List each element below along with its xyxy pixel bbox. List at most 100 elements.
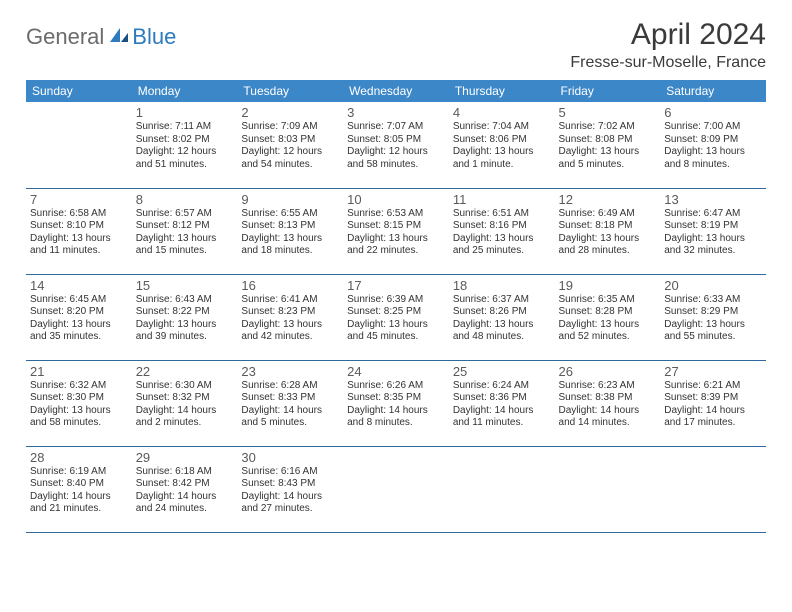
cell-sunrise: Sunrise: 6:47 AM bbox=[664, 208, 762, 221]
calendar-cell: 28Sunrise: 6:19 AMSunset: 8:40 PMDayligh… bbox=[26, 446, 132, 532]
cell-day1: Daylight: 13 hours bbox=[30, 319, 128, 332]
cell-sunrise: Sunrise: 6:28 AM bbox=[241, 380, 339, 393]
cell-sunset: Sunset: 8:43 PM bbox=[241, 478, 339, 491]
calendar-cell: 25Sunrise: 6:24 AMSunset: 8:36 PMDayligh… bbox=[449, 360, 555, 446]
cell-day2: and 32 minutes. bbox=[664, 245, 762, 258]
brand-word1: General bbox=[26, 24, 104, 50]
calendar-row: 21Sunrise: 6:32 AMSunset: 8:30 PMDayligh… bbox=[26, 360, 766, 446]
cell-day1: Daylight: 13 hours bbox=[30, 233, 128, 246]
page-title: April 2024 bbox=[570, 18, 766, 52]
calendar-cell: 20Sunrise: 6:33 AMSunset: 8:29 PMDayligh… bbox=[660, 274, 766, 360]
cell-sunrise: Sunrise: 6:55 AM bbox=[241, 208, 339, 221]
cell-day2: and 54 minutes. bbox=[241, 159, 339, 172]
cell-sunrise: Sunrise: 6:53 AM bbox=[347, 208, 445, 221]
calendar-cell: 7Sunrise: 6:58 AMSunset: 8:10 PMDaylight… bbox=[26, 188, 132, 274]
cell-day2: and 5 minutes. bbox=[559, 159, 657, 172]
cell-day2: and 51 minutes. bbox=[136, 159, 234, 172]
cell-sunset: Sunset: 8:25 PM bbox=[347, 306, 445, 319]
cell-day1: Daylight: 13 hours bbox=[347, 319, 445, 332]
cell-sunrise: Sunrise: 6:24 AM bbox=[453, 380, 551, 393]
brand-word2: Blue bbox=[132, 24, 176, 50]
cell-day2: and 8 minutes. bbox=[664, 159, 762, 172]
cell-sunrise: Sunrise: 6:43 AM bbox=[136, 294, 234, 307]
cell-sunset: Sunset: 8:33 PM bbox=[241, 392, 339, 405]
calendar-cell: 6Sunrise: 7:00 AMSunset: 8:09 PMDaylight… bbox=[660, 102, 766, 188]
cell-day2: and 24 minutes. bbox=[136, 503, 234, 516]
cell-sunrise: Sunrise: 6:41 AM bbox=[241, 294, 339, 307]
cell-day1: Daylight: 14 hours bbox=[30, 491, 128, 504]
cell-sunset: Sunset: 8:15 PM bbox=[347, 220, 445, 233]
cell-day1: Daylight: 13 hours bbox=[559, 233, 657, 246]
cell-sunrise: Sunrise: 7:07 AM bbox=[347, 121, 445, 134]
cell-sunset: Sunset: 8:23 PM bbox=[241, 306, 339, 319]
cell-sunset: Sunset: 8:12 PM bbox=[136, 220, 234, 233]
calendar-cell: 18Sunrise: 6:37 AMSunset: 8:26 PMDayligh… bbox=[449, 274, 555, 360]
calendar-cell: 23Sunrise: 6:28 AMSunset: 8:33 PMDayligh… bbox=[237, 360, 343, 446]
cell-sunrise: Sunrise: 7:11 AM bbox=[136, 121, 234, 134]
cell-sunrise: Sunrise: 6:33 AM bbox=[664, 294, 762, 307]
sail-icon bbox=[108, 26, 130, 49]
cell-sunset: Sunset: 8:38 PM bbox=[559, 392, 657, 405]
cell-sunrise: Sunrise: 6:18 AM bbox=[136, 466, 234, 479]
cell-sunrise: Sunrise: 7:04 AM bbox=[453, 121, 551, 134]
cell-sunset: Sunset: 8:16 PM bbox=[453, 220, 551, 233]
cell-day1: Daylight: 13 hours bbox=[453, 319, 551, 332]
day-number: 15 bbox=[136, 278, 234, 293]
cell-sunrise: Sunrise: 6:51 AM bbox=[453, 208, 551, 221]
day-number: 8 bbox=[136, 192, 234, 207]
page: General Blue April 2024 Fresse-sur-Mosel… bbox=[0, 0, 792, 551]
header: General Blue April 2024 Fresse-sur-Mosel… bbox=[26, 18, 766, 72]
cell-day1: Daylight: 13 hours bbox=[30, 405, 128, 418]
cell-sunset: Sunset: 8:05 PM bbox=[347, 134, 445, 147]
cell-day1: Daylight: 12 hours bbox=[136, 146, 234, 159]
cell-day2: and 27 minutes. bbox=[241, 503, 339, 516]
day-number: 19 bbox=[559, 278, 657, 293]
cell-sunrise: Sunrise: 6:23 AM bbox=[559, 380, 657, 393]
calendar-cell: 16Sunrise: 6:41 AMSunset: 8:23 PMDayligh… bbox=[237, 274, 343, 360]
day-number: 11 bbox=[453, 192, 551, 207]
cell-sunrise: Sunrise: 6:35 AM bbox=[559, 294, 657, 307]
cell-day2: and 14 minutes. bbox=[559, 417, 657, 430]
location: Fresse-sur-Moselle, France bbox=[570, 54, 766, 72]
day-number: 22 bbox=[136, 364, 234, 379]
calendar-cell: 4Sunrise: 7:04 AMSunset: 8:06 PMDaylight… bbox=[449, 102, 555, 188]
calendar-cell: 22Sunrise: 6:30 AMSunset: 8:32 PMDayligh… bbox=[132, 360, 238, 446]
calendar-cell: 19Sunrise: 6:35 AMSunset: 8:28 PMDayligh… bbox=[555, 274, 661, 360]
cell-day2: and 55 minutes. bbox=[664, 331, 762, 344]
weekday-header: Thursday bbox=[449, 80, 555, 102]
cell-day2: and 1 minute. bbox=[453, 159, 551, 172]
day-number: 2 bbox=[241, 105, 339, 120]
cell-sunset: Sunset: 8:02 PM bbox=[136, 134, 234, 147]
day-number: 25 bbox=[453, 364, 551, 379]
cell-sunrise: Sunrise: 6:30 AM bbox=[136, 380, 234, 393]
day-number: 24 bbox=[347, 364, 445, 379]
cell-sunset: Sunset: 8:30 PM bbox=[30, 392, 128, 405]
cell-day1: Daylight: 13 hours bbox=[453, 233, 551, 246]
calendar-cell: 26Sunrise: 6:23 AMSunset: 8:38 PMDayligh… bbox=[555, 360, 661, 446]
cell-day2: and 21 minutes. bbox=[30, 503, 128, 516]
day-number: 3 bbox=[347, 105, 445, 120]
cell-day2: and 45 minutes. bbox=[347, 331, 445, 344]
cell-sunset: Sunset: 8:08 PM bbox=[559, 134, 657, 147]
cell-sunset: Sunset: 8:06 PM bbox=[453, 134, 551, 147]
cell-sunrise: Sunrise: 6:57 AM bbox=[136, 208, 234, 221]
cell-sunset: Sunset: 8:40 PM bbox=[30, 478, 128, 491]
cell-sunrise: Sunrise: 6:58 AM bbox=[30, 208, 128, 221]
calendar-cell bbox=[343, 446, 449, 532]
cell-sunrise: Sunrise: 6:21 AM bbox=[664, 380, 762, 393]
cell-sunset: Sunset: 8:39 PM bbox=[664, 392, 762, 405]
calendar-cell: 29Sunrise: 6:18 AMSunset: 8:42 PMDayligh… bbox=[132, 446, 238, 532]
calendar-cell: 21Sunrise: 6:32 AMSunset: 8:30 PMDayligh… bbox=[26, 360, 132, 446]
cell-day2: and 35 minutes. bbox=[30, 331, 128, 344]
cell-sunset: Sunset: 8:03 PM bbox=[241, 134, 339, 147]
cell-day2: and 15 minutes. bbox=[136, 245, 234, 258]
cell-sunrise: Sunrise: 6:19 AM bbox=[30, 466, 128, 479]
calendar-cell: 5Sunrise: 7:02 AMSunset: 8:08 PMDaylight… bbox=[555, 102, 661, 188]
cell-day1: Daylight: 14 hours bbox=[136, 491, 234, 504]
cell-sunset: Sunset: 8:22 PM bbox=[136, 306, 234, 319]
cell-day2: and 28 minutes. bbox=[559, 245, 657, 258]
cell-day1: Daylight: 13 hours bbox=[241, 319, 339, 332]
day-number: 23 bbox=[241, 364, 339, 379]
cell-day2: and 42 minutes. bbox=[241, 331, 339, 344]
cell-day1: Daylight: 14 hours bbox=[559, 405, 657, 418]
